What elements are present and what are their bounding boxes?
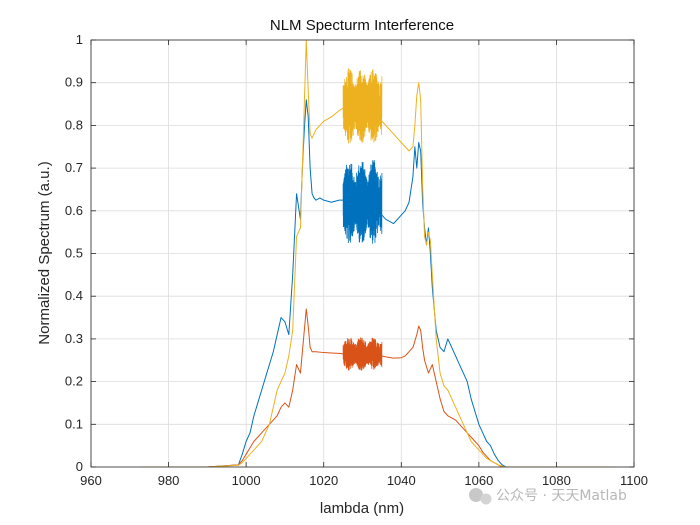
x-tick-label: 980 bbox=[158, 473, 180, 488]
y-tick-label: 0 bbox=[76, 459, 83, 474]
y-tick-label: 0.4 bbox=[65, 288, 83, 303]
series-line-2 bbox=[141, 308, 615, 467]
wechat-icon bbox=[469, 488, 483, 502]
y-tick-label: 0.7 bbox=[65, 160, 83, 175]
x-tick-label: 1000 bbox=[232, 473, 261, 488]
series-noise-1 bbox=[342, 160, 383, 244]
series-line-3 bbox=[141, 40, 615, 467]
y-tick-label: 0.3 bbox=[65, 331, 83, 346]
x-tick-label: 1060 bbox=[464, 473, 493, 488]
x-tick-label: 1040 bbox=[387, 473, 416, 488]
x-axis-label: lambda (nm) bbox=[320, 500, 404, 517]
y-tick-label: 0.5 bbox=[65, 246, 83, 261]
x-tick-label: 1080 bbox=[542, 473, 571, 488]
y-tick-label: 1 bbox=[76, 32, 83, 47]
x-tick-label: 960 bbox=[80, 473, 102, 488]
x-tick-label: 1100 bbox=[620, 473, 648, 488]
x-tick-label: 1020 bbox=[309, 473, 338, 488]
y-tick-label: 0.2 bbox=[65, 374, 83, 389]
ticks: 960 980 1000 1020 1040 1060 1080 1100 0 0.1 0.2 0.3… bbox=[65, 32, 648, 488]
y-tick-label: 0.6 bbox=[65, 203, 83, 218]
y-tick-label: 0.9 bbox=[65, 75, 83, 90]
y-axis-label: Normalized Spectrum (a.u.) bbox=[36, 161, 53, 344]
watermark-text: 公众号 · 天天Matlab bbox=[496, 488, 627, 504]
watermark: 公众号 · 天天Matlab bbox=[469, 488, 627, 505]
series-layer bbox=[141, 40, 615, 467]
series-noise-2 bbox=[342, 337, 383, 371]
y-tick-label: 0.8 bbox=[65, 117, 83, 132]
series-noise-3 bbox=[342, 68, 383, 144]
chart-title: NLM Specturm Interference bbox=[270, 17, 454, 34]
y-tick-label: 0.1 bbox=[65, 416, 83, 431]
wechat-icon-secondary bbox=[480, 493, 492, 505]
